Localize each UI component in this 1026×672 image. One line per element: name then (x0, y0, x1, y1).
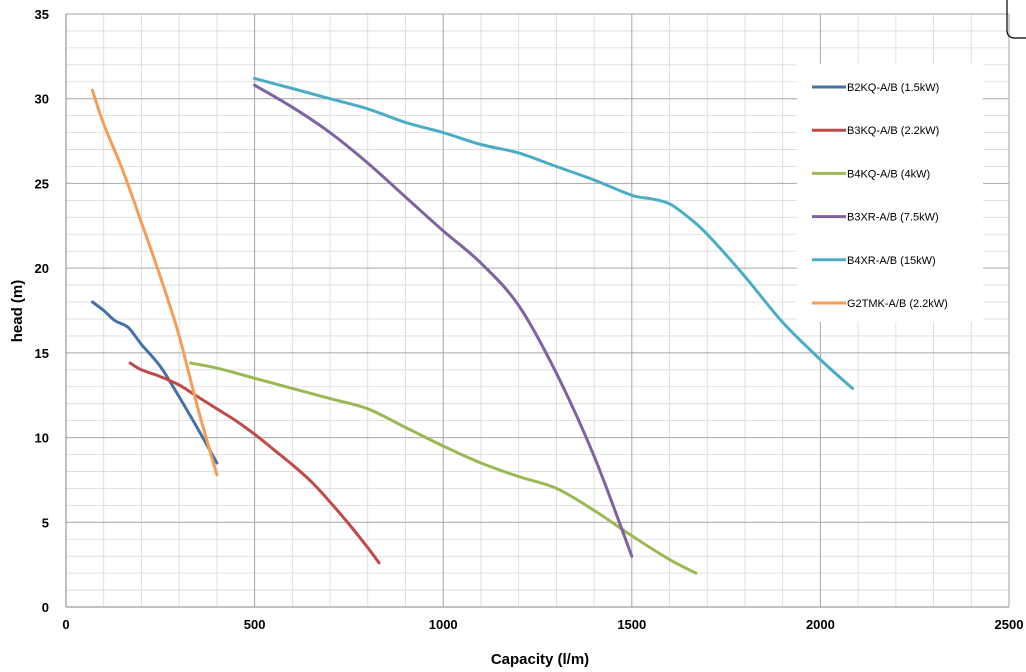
y-tick-label: 5 (42, 515, 49, 530)
y-tick-label: 10 (35, 431, 49, 446)
y-axis-title: head (m) (9, 280, 26, 343)
x-axis-title: Capacity (l/m) (491, 651, 589, 668)
y-tick-label: 0 (42, 600, 49, 615)
legend-label: B4KQ-A/B (4kW) (847, 168, 930, 180)
series-line-5 (253, 76, 854, 390)
legend-label: B2KQ-A/B (1.5kW) (847, 82, 939, 94)
y-tick-labels: 0 5 10 15 20 25 30 35 (35, 7, 49, 615)
x-tick-label: 1500 (617, 617, 646, 632)
y-tick-label: 25 (35, 176, 49, 191)
series-line-4 (253, 83, 634, 558)
legend: B2KQ-A/B (1.5kW) B3KQ-A/B (2.2kW) B4KQ-A/B… (797, 64, 983, 322)
series-line-1 (90, 300, 219, 465)
legend-label: G2TMK-A/B (2.2kW) (847, 298, 948, 310)
x-tick-label: 2500 (995, 617, 1024, 632)
x-tick-label: 2000 (806, 617, 835, 632)
series-line-2 (128, 361, 381, 565)
x-tick-label: 0 (62, 617, 69, 632)
x-tick-label: 500 (244, 617, 266, 632)
series-lines (90, 76, 854, 575)
y-tick-label: 35 (35, 7, 49, 22)
legend-label: B3KQ-A/B (2.2kW) (847, 125, 939, 137)
legend-box (797, 64, 983, 322)
y-tick-label: 20 (35, 261, 49, 276)
x-tick-labels: 0 500 1000 1500 2000 2500 (62, 617, 1023, 632)
series-line-6 (90, 88, 219, 477)
x-tick-label: 1000 (429, 617, 458, 632)
y-tick-label: 15 (35, 346, 49, 361)
y-tick-label: 30 (35, 92, 49, 107)
legend-label: B3XR-A/B (7.5kW) (847, 212, 939, 224)
title-frame (1006, 0, 1026, 39)
legend-label: B4XR-A/B (15kW) (847, 255, 936, 267)
